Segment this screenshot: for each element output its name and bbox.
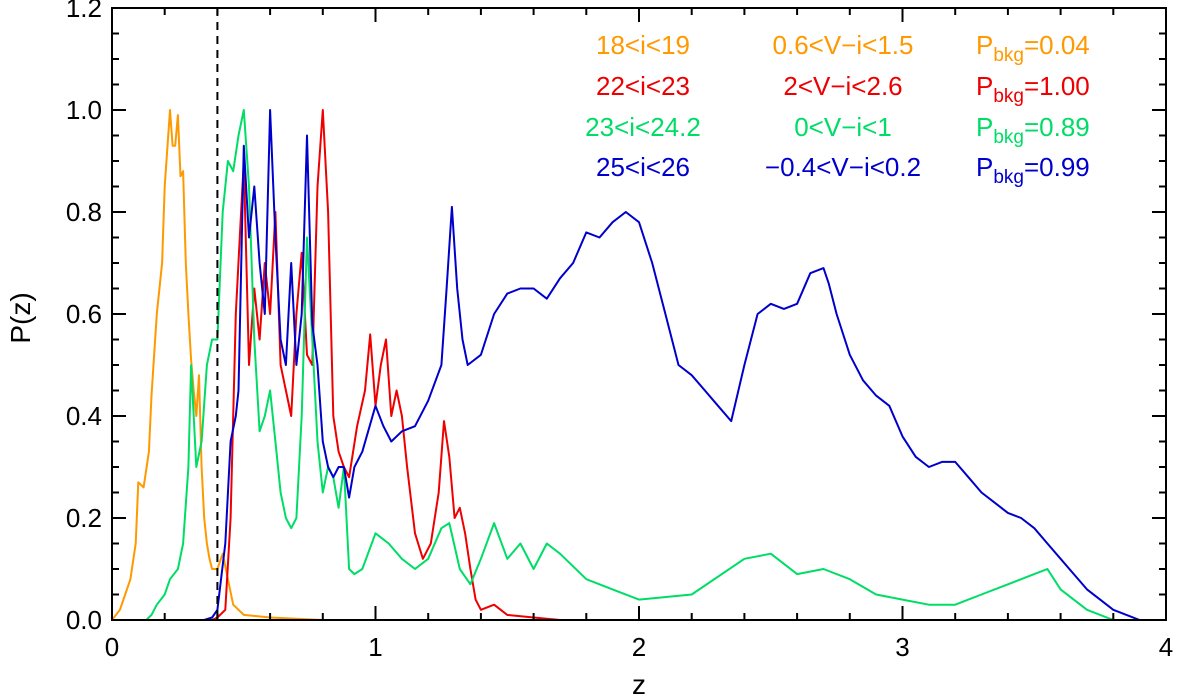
y-tick-label: 0.6 bbox=[66, 299, 102, 329]
series-line-1 bbox=[191, 109, 1166, 620]
legend-color-cut: 0<V−i<1 bbox=[794, 112, 892, 142]
x-tick-label: 1 bbox=[368, 632, 382, 662]
legend: 18<i<19 0.6<V−i<1.5 Pbkg=0.04 22<i<23 2<V−i<… bbox=[585, 30, 1090, 188]
x-tick-label: 3 bbox=[895, 632, 909, 662]
x-axis-title: z bbox=[632, 669, 646, 699]
x-tick-label: 0 bbox=[105, 632, 119, 662]
y-tick-label: 1.0 bbox=[66, 95, 102, 125]
series-line-3 bbox=[191, 109, 1166, 620]
y-tick-label: 1.2 bbox=[66, 0, 102, 23]
y-axis-title: P(z) bbox=[5, 292, 36, 343]
legend-pbkg: Pbkg=0.99 bbox=[976, 152, 1090, 188]
legend-mag-range: 25<i<26 bbox=[596, 152, 690, 182]
legend-pbkg: Pbkg=1.00 bbox=[976, 71, 1090, 107]
legend-pbkg: Pbkg=0.04 bbox=[976, 30, 1090, 66]
legend-color-cut: 2<V−i<2.6 bbox=[783, 71, 902, 101]
legend-color-cut: 0.6<V−i<1.5 bbox=[773, 30, 914, 60]
legend-mag-range: 18<i<19 bbox=[596, 30, 690, 60]
x-tick-label: 4 bbox=[1159, 632, 1173, 662]
legend-mag-range: 22<i<23 bbox=[596, 71, 690, 101]
y-tick-label: 0.2 bbox=[66, 503, 102, 533]
tick-label-layer: 0 1 2 3 4 0.0 0.2 0.4 0.6 0.8 1.0 1.2 bbox=[66, 0, 1173, 662]
legend-mag-range: 23<i<24.2 bbox=[585, 112, 701, 142]
y-tick-label: 0.4 bbox=[66, 401, 102, 431]
y-tick-label: 0.8 bbox=[66, 197, 102, 227]
tick-layer bbox=[111, 7, 1167, 621]
series-layer bbox=[112, 109, 1166, 620]
series-line-2 bbox=[138, 109, 1166, 620]
y-tick-label: 0.0 bbox=[66, 605, 102, 635]
x-tick-label: 2 bbox=[632, 632, 646, 662]
legend-color-cut: −0.4<V−i<0.2 bbox=[765, 152, 921, 182]
series-line-0 bbox=[112, 109, 1166, 620]
legend-pbkg: Pbkg=0.89 bbox=[976, 112, 1090, 148]
